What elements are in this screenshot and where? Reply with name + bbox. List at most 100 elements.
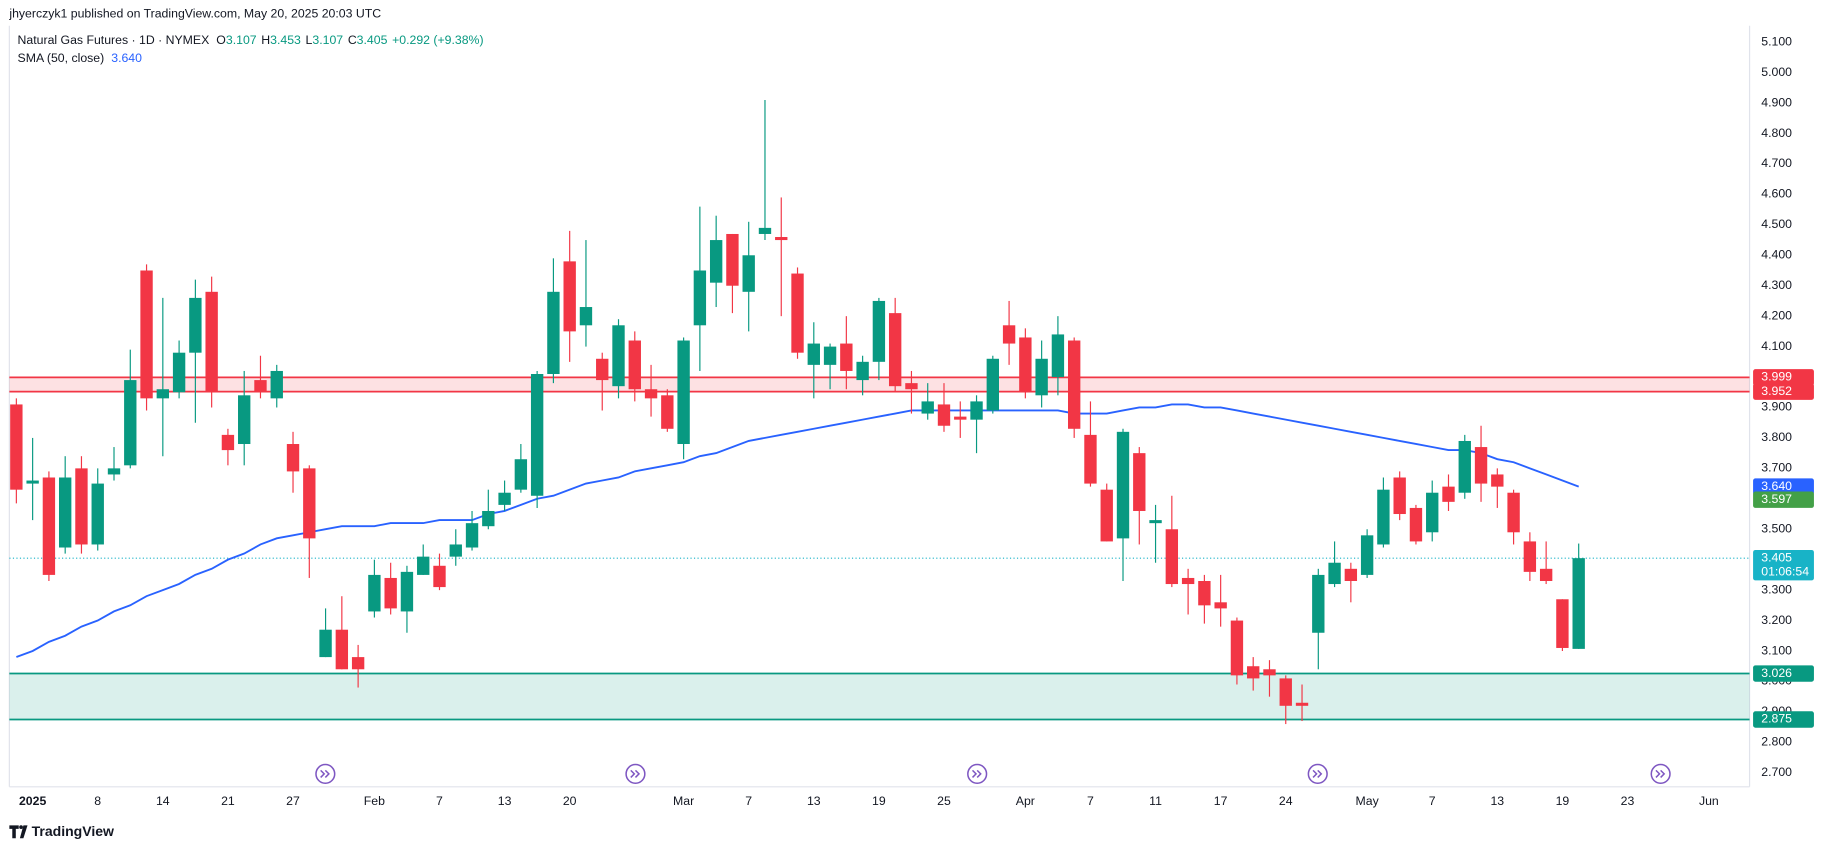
sma-price-label: 3.640 xyxy=(1761,479,1792,493)
candle-body xyxy=(1328,562,1341,585)
x-tick-label: 17 xyxy=(1214,794,1228,808)
candle-body xyxy=(530,374,544,496)
legend-ohlc-key: L xyxy=(306,33,313,47)
y-tick-label: 4.400 xyxy=(1761,248,1792,262)
y-tick-label: 2.800 xyxy=(1761,735,1792,749)
zone-label: 3.999 xyxy=(1761,370,1792,384)
zone-label: 3.026 xyxy=(1761,666,1792,680)
x-tick-label: 19 xyxy=(1556,794,1570,808)
candle-body xyxy=(400,571,414,612)
zone-label-box xyxy=(1753,711,1814,728)
last-price-label-countdown: 01:06:54 xyxy=(1761,564,1809,578)
y-tick-label: 3.500 xyxy=(1761,521,1792,535)
legend-ohlc-value: 3.107 xyxy=(312,33,343,47)
candle-body xyxy=(221,434,235,451)
y-tick-label: 4.500 xyxy=(1761,217,1792,231)
y-tick-label: 3.900 xyxy=(1761,400,1792,414)
candle-body xyxy=(905,383,918,390)
x-tick-label: 13 xyxy=(1490,794,1504,808)
x-tick-label: 24 xyxy=(1279,794,1293,808)
candle-body xyxy=(417,556,430,575)
candle-body xyxy=(1051,334,1065,378)
candle-body xyxy=(1360,535,1374,575)
zone-label-box xyxy=(1753,369,1814,386)
zone xyxy=(9,377,1750,392)
event-markers[interactable] xyxy=(315,763,1671,785)
candle-body xyxy=(1393,477,1406,515)
candle-body xyxy=(10,404,23,490)
candle-body xyxy=(612,325,625,387)
last-price-label-box xyxy=(1753,549,1814,581)
legend-ohlc-value: 3.405 xyxy=(357,33,388,47)
y-tick-label: 3.300 xyxy=(1761,582,1792,596)
candle-body xyxy=(238,395,251,445)
candle-body xyxy=(1312,574,1325,633)
candle-body xyxy=(335,629,349,670)
candle-body xyxy=(270,370,283,399)
legend-ohlc-key: C xyxy=(348,33,357,47)
y-tick-label: 3.800 xyxy=(1761,430,1792,444)
y-tick-label: 4.700 xyxy=(1761,156,1792,170)
legend-change: +0.292 (+9.38%) xyxy=(392,33,483,47)
y-tick-label: 5.100 xyxy=(1761,34,1792,48)
candle-body xyxy=(1230,620,1244,676)
candle-body xyxy=(661,395,674,429)
candle-body xyxy=(726,233,739,286)
zone-label-box xyxy=(1753,665,1814,682)
candle-body xyxy=(970,401,983,420)
candle-body xyxy=(547,291,560,374)
candle-body xyxy=(954,416,967,420)
marker-price-label-box xyxy=(1753,491,1814,508)
candle-body xyxy=(1279,678,1292,706)
x-tick-label: 20 xyxy=(563,794,577,808)
zone-label: 3.952 xyxy=(1761,384,1792,398)
x-tick-label: 8 xyxy=(94,794,101,808)
candle-body xyxy=(1149,520,1162,524)
x-tick-label: Apr xyxy=(1016,794,1035,808)
x-tick-label: 13 xyxy=(498,794,512,808)
x-tick-label: 11 xyxy=(1149,794,1162,808)
candle-body xyxy=(1474,447,1488,484)
zone-label-box xyxy=(1753,383,1814,400)
candle-body xyxy=(1426,492,1439,533)
candle-body xyxy=(1198,580,1211,606)
candle-body xyxy=(791,273,804,353)
zone xyxy=(9,673,1750,720)
candle-body xyxy=(596,358,609,381)
x-tick-label: Mar xyxy=(673,794,694,808)
legend-series-value: 3.640 xyxy=(111,51,142,65)
x-tick-label: 7 xyxy=(745,794,752,808)
candle-body xyxy=(75,468,88,545)
candle-body xyxy=(1116,431,1130,539)
candle-body xyxy=(888,313,902,387)
x-tick-label: 21 xyxy=(221,794,235,808)
candle-body xyxy=(465,523,479,548)
candle-body xyxy=(1068,340,1081,429)
y-tick-label: 4.200 xyxy=(1761,308,1792,322)
candle-body xyxy=(563,261,576,332)
candle-body xyxy=(384,577,397,609)
candle-body xyxy=(1572,558,1585,649)
sma-line xyxy=(16,403,1580,658)
candle-body xyxy=(921,401,934,414)
candle-body xyxy=(91,483,104,545)
candle-body xyxy=(1035,358,1048,396)
candle-body xyxy=(140,270,153,399)
legend-ohlc-value: 3.453 xyxy=(270,33,301,47)
candle-body xyxy=(1263,669,1276,676)
candle-body xyxy=(856,361,869,381)
candle-body xyxy=(1002,325,1016,344)
candle-body xyxy=(742,255,755,292)
candle-body xyxy=(775,237,788,241)
x-tick-label: 19 xyxy=(872,794,886,808)
candle-body xyxy=(1100,489,1113,542)
candle-body xyxy=(303,468,316,539)
candle-body xyxy=(498,492,511,505)
candle-body xyxy=(986,358,1000,411)
candle-body xyxy=(286,444,300,472)
candle-body xyxy=(205,291,218,393)
y-tick-label: 2.700 xyxy=(1761,765,1792,779)
legend-ohlc-key: H xyxy=(261,33,270,47)
